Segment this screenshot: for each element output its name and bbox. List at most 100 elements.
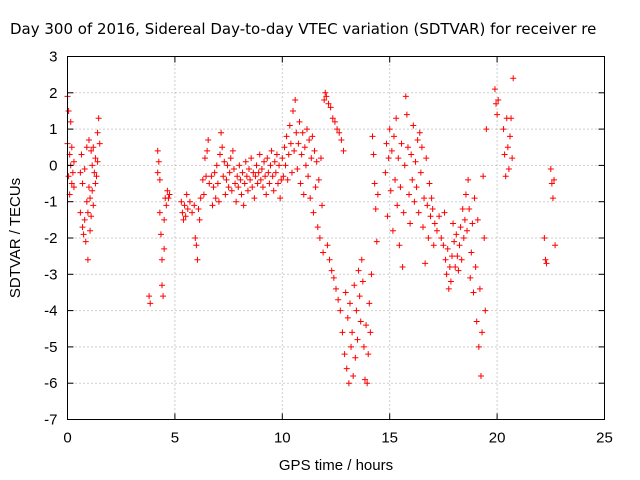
data-point <box>340 147 347 154</box>
data-point <box>483 126 490 133</box>
data-point <box>470 289 477 296</box>
data-point <box>425 235 432 241</box>
data-point <box>454 253 461 260</box>
data-point <box>93 173 100 180</box>
data-point <box>467 274 474 281</box>
data-point <box>509 155 516 162</box>
data-point <box>306 136 313 143</box>
data-point <box>370 151 377 158</box>
data-point <box>480 173 487 180</box>
data-point <box>324 242 331 249</box>
data-point <box>326 256 333 263</box>
data-point <box>542 256 549 263</box>
data-point <box>382 169 389 176</box>
data-point <box>281 144 288 151</box>
data-point <box>265 169 272 176</box>
data-point <box>291 147 298 154</box>
data-point <box>257 176 264 183</box>
data-point <box>504 144 511 151</box>
data-point <box>220 173 227 180</box>
data-point <box>221 158 228 165</box>
data-point <box>68 144 75 151</box>
data-point <box>371 180 378 187</box>
data-point <box>363 322 370 329</box>
data-point <box>77 209 84 216</box>
data-point <box>302 162 309 169</box>
data-point <box>473 318 480 325</box>
chart-title: Day 300 of 2016, Sidereal Day-to-day VTE… <box>10 20 596 38</box>
data-point <box>67 118 74 125</box>
data-point <box>215 198 222 205</box>
data-point <box>157 231 164 238</box>
data-point <box>211 169 218 176</box>
data-point <box>337 307 344 314</box>
data-point <box>414 136 421 143</box>
data-point <box>180 216 187 223</box>
data-point <box>256 151 263 158</box>
data-point <box>238 191 245 198</box>
data-point <box>94 158 101 165</box>
data-point <box>314 224 321 231</box>
data-point <box>335 296 342 303</box>
data-point <box>325 100 332 107</box>
data-point <box>288 169 295 176</box>
data-point <box>309 133 316 140</box>
data-point <box>279 155 286 162</box>
data-point <box>417 169 424 176</box>
data-point <box>254 180 261 187</box>
y-tick-label: -4 <box>44 303 57 320</box>
y-tick-label: -3 <box>44 266 57 283</box>
data-point <box>70 158 77 165</box>
data-point <box>88 213 95 220</box>
data-point <box>413 184 420 191</box>
data-point <box>419 224 426 231</box>
data-point <box>94 129 101 136</box>
data-point <box>388 147 395 154</box>
data-point <box>65 107 72 114</box>
data-point <box>321 97 328 104</box>
data-point <box>448 253 455 260</box>
data-point <box>469 220 476 227</box>
data-point <box>237 176 244 183</box>
data-point <box>356 293 363 300</box>
data-point <box>404 144 411 151</box>
data-point <box>146 293 153 300</box>
data-point <box>195 205 202 212</box>
data-point <box>466 205 473 212</box>
data-point <box>166 191 173 198</box>
data-point <box>360 343 367 350</box>
data-point <box>443 271 450 278</box>
data-point <box>394 202 401 209</box>
data-point <box>403 111 410 118</box>
data-point <box>457 224 464 231</box>
data-point <box>342 289 349 296</box>
data-point <box>301 144 308 151</box>
data-point <box>374 191 381 198</box>
data-point <box>80 231 87 238</box>
data-point <box>252 173 259 180</box>
data-point <box>164 187 171 194</box>
data-point <box>160 293 167 300</box>
data-point <box>416 129 423 136</box>
data-point <box>201 155 208 162</box>
data-point <box>282 162 289 169</box>
data-point <box>244 187 251 194</box>
data-point <box>479 329 486 336</box>
data-point <box>226 169 233 176</box>
data-point <box>247 176 254 183</box>
data-point <box>355 267 362 274</box>
data-point <box>481 235 488 241</box>
data-point <box>272 169 279 176</box>
data-point <box>552 242 559 249</box>
y-tick-label: 0 <box>49 157 57 174</box>
data-point <box>179 209 186 216</box>
data-point <box>241 180 248 187</box>
data-point <box>236 162 243 169</box>
data-point <box>294 166 301 173</box>
data-point <box>392 176 399 183</box>
data-point <box>547 166 554 173</box>
data-point <box>372 205 379 212</box>
data-point <box>184 205 191 212</box>
data-point <box>206 180 213 187</box>
data-point <box>354 336 361 343</box>
